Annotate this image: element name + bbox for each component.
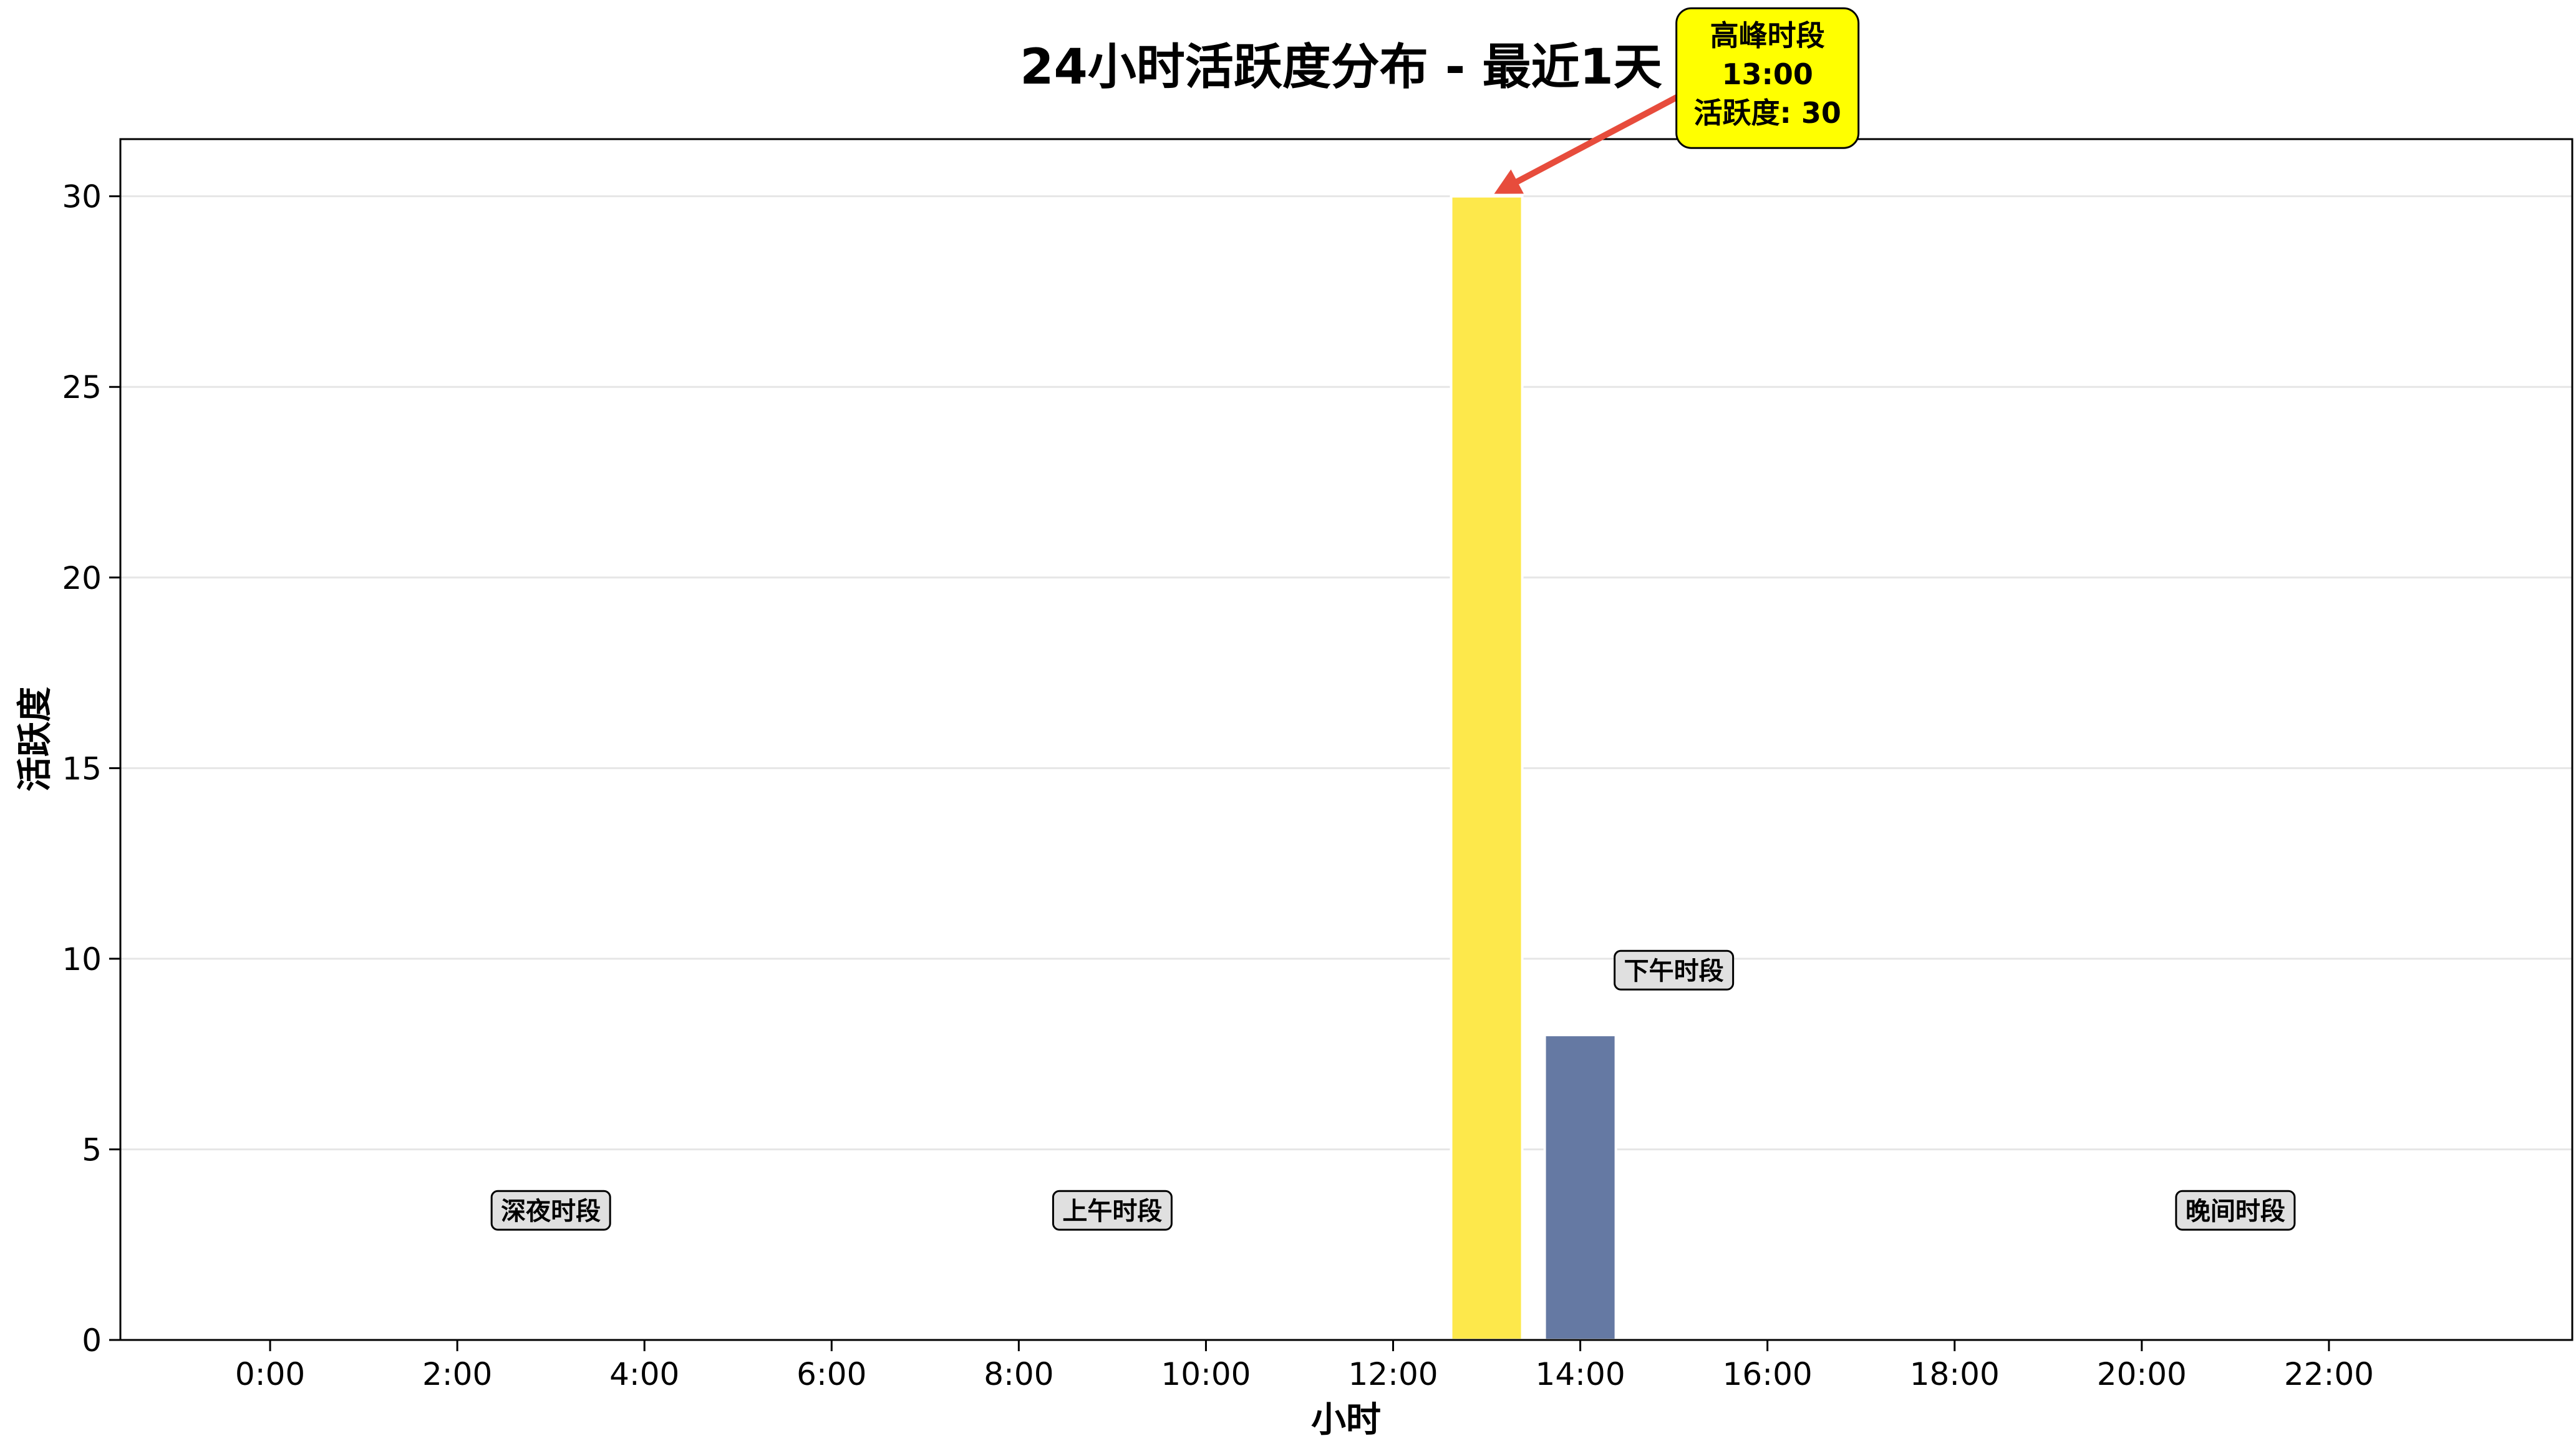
y-axis-label: 活跃度 <box>15 687 56 792</box>
y-tick-label: 5 <box>82 1132 102 1168</box>
plot-area-frame <box>119 138 2574 1341</box>
peak-arrow <box>1514 94 1681 185</box>
x-axis-ticks: 0:00 2:00 4:00 6:00 8:00 10:00 12:00 14:00 16:00… <box>235 1340 2374 1392</box>
period-label-box <box>2175 1190 2296 1231</box>
x-tick-label: 14:00 <box>1536 1356 1625 1392</box>
y-tick-label: 20 <box>62 560 102 596</box>
peak-callout-title: 高峰时段 <box>1710 19 1825 52</box>
x-tick-label: 0:00 <box>235 1356 305 1392</box>
activity-bar-hour-14 <box>1543 1034 1617 1341</box>
period-label: 上午时段 <box>1062 1197 1162 1226</box>
peak-callout-value: 活跃度: 30 <box>1693 96 1841 130</box>
period-label-box <box>490 1190 611 1231</box>
y-tick-label: 15 <box>62 750 102 787</box>
period-label: 晚间时段 <box>2186 1197 2285 1226</box>
x-tick-label: 2:00 <box>422 1356 492 1392</box>
peak-callout-box <box>1675 7 1860 149</box>
peak-callout-hour: 13:00 <box>1721 57 1813 91</box>
y-axis-ticks: 0 5 10 15 20 25 30 <box>62 179 120 1359</box>
y-tick-label: 25 <box>62 369 102 405</box>
y-tick-label: 0 <box>82 1322 102 1359</box>
period-label-box <box>1052 1190 1173 1231</box>
chart-title: 24小时活跃度分布 - 最近1天 <box>1020 39 1662 95</box>
x-tick-label: 16:00 <box>1723 1356 1813 1392</box>
period-label: 深夜时段 <box>501 1197 601 1226</box>
grid-lines <box>120 195 2572 1150</box>
y-tick-label: 10 <box>62 941 102 978</box>
activity-bar-hour-13 <box>1450 195 1524 1342</box>
x-tick-label: 8:00 <box>984 1356 1053 1392</box>
x-tick-label: 20:00 <box>2097 1356 2187 1392</box>
x-axis-label: 小时 <box>1311 1400 1381 1440</box>
x-tick-label: 18:00 <box>1910 1356 2000 1392</box>
y-tick-label: 30 <box>62 179 102 215</box>
x-tick-label: 12:00 <box>1348 1356 1438 1392</box>
x-tick-label: 6:00 <box>797 1356 866 1392</box>
x-tick-label: 10:00 <box>1161 1356 1251 1392</box>
period-label-box <box>1614 949 1735 991</box>
period-label: 下午时段 <box>1624 957 1724 986</box>
x-tick-label: 4:00 <box>609 1356 679 1392</box>
x-tick-label: 22:00 <box>2284 1356 2374 1392</box>
peak-arrow-head <box>1494 169 1524 194</box>
peak-annotation: 高峰时段 13:00 活跃度: 30 <box>1494 7 1860 194</box>
